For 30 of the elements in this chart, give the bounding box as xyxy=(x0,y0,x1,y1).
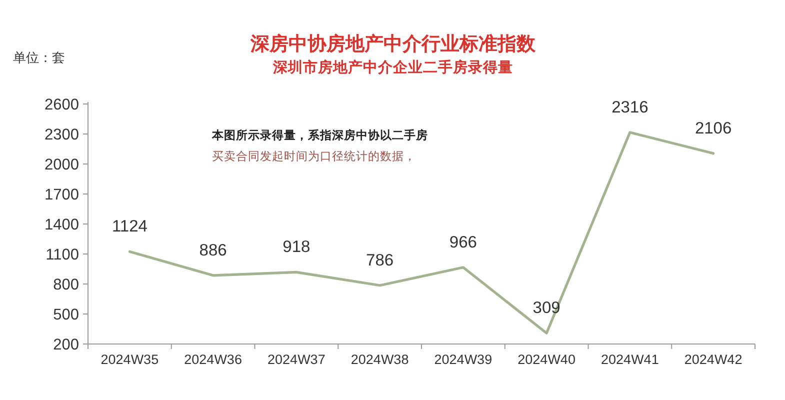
y-tick-label: 500 xyxy=(53,306,80,324)
data-label: 886 xyxy=(199,241,227,260)
x-tick-label: 2024W35 xyxy=(100,352,159,367)
data-label: 309 xyxy=(532,299,560,318)
data-label: 918 xyxy=(282,238,310,256)
annotation: 买卖合同发起时间为口径统计的数据， xyxy=(212,149,416,163)
chart-title: 深房中协房地产中介行业标准指数 xyxy=(250,33,536,55)
y-tick-label: 1100 xyxy=(46,246,80,264)
y-tick-label: 2000 xyxy=(44,156,80,174)
x-tick-label: 2024W39 xyxy=(434,352,492,367)
data-label: 2316 xyxy=(612,98,648,116)
y-tick-label: 2600 xyxy=(44,96,80,114)
x-tick-label: 2024W37 xyxy=(268,352,326,367)
chart-subtitle: 深圳市房地产中介企业二手房录得量 xyxy=(272,58,513,76)
annotation: 本图所示录得量，系指深房中协以二手房 xyxy=(211,128,428,142)
x-tick-label: 2024W40 xyxy=(518,352,576,367)
data-label: 2106 xyxy=(694,119,732,138)
y-tick-label: 2300 xyxy=(44,126,80,144)
x-tick-label: 2024W38 xyxy=(350,352,409,367)
y-tick-label: 200 xyxy=(53,336,80,354)
y-tick-label: 1400 xyxy=(44,216,80,234)
x-tick-label: 2024W41 xyxy=(601,352,659,367)
data-label: 1124 xyxy=(112,218,148,236)
data-label: 786 xyxy=(366,251,394,270)
x-tick-label: 2024W42 xyxy=(684,352,742,367)
data-label: 966 xyxy=(449,233,477,252)
y-tick-label: 1700 xyxy=(44,186,80,204)
x-tick-label: 2024W36 xyxy=(184,352,242,367)
y-axis-title: 单位：套 xyxy=(13,50,65,65)
y-tick-label: 800 xyxy=(53,276,80,294)
